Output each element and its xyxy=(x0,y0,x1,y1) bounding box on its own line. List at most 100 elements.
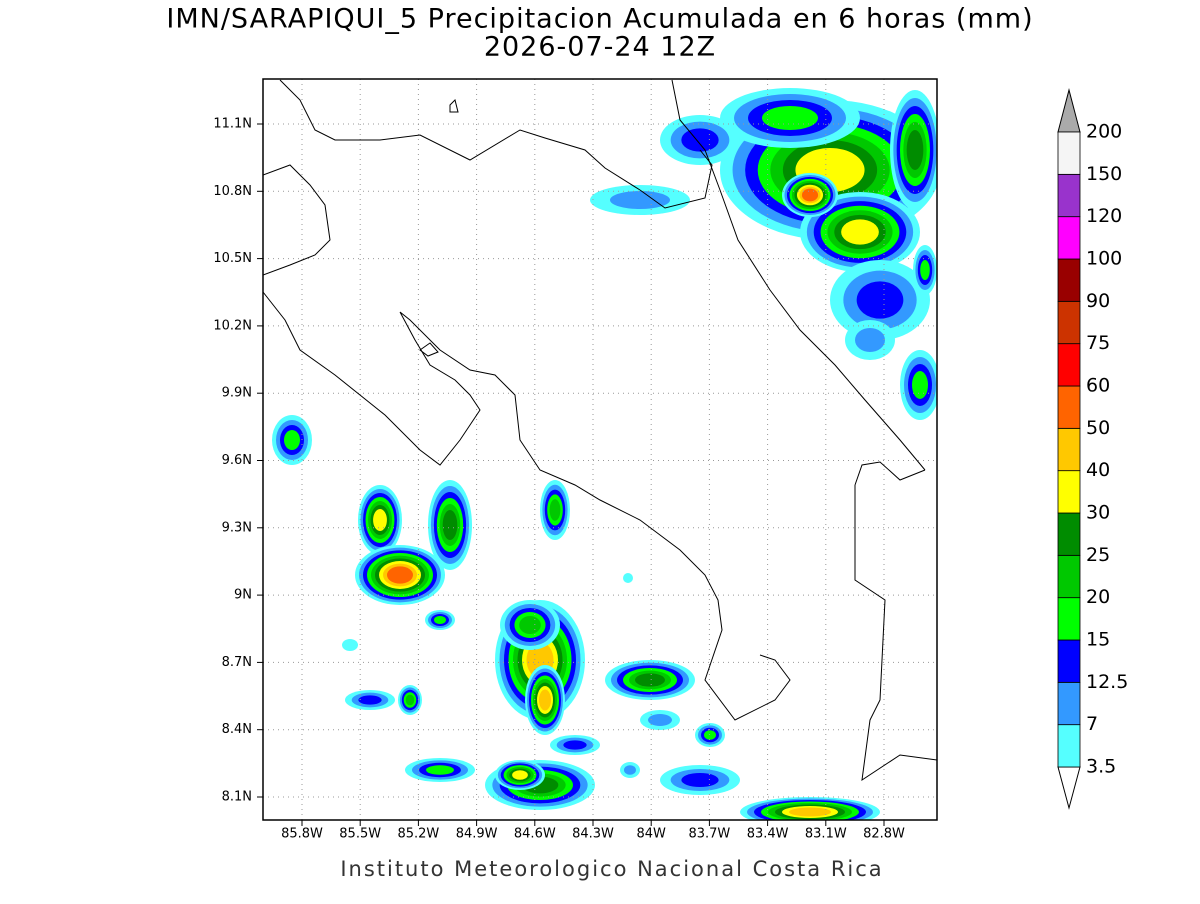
colorbar-box xyxy=(1057,216,1081,260)
colorbar-box xyxy=(1057,724,1081,768)
lat-label: 10.2N xyxy=(213,318,252,333)
precip-contour xyxy=(920,260,930,280)
colorbar-label: 90 xyxy=(1086,290,1110,312)
colorbar-box xyxy=(1057,470,1081,514)
lon-label: 85.2W xyxy=(397,827,439,842)
precip-contour xyxy=(610,191,670,209)
precipitation-field xyxy=(272,88,937,820)
colorbar-label: 50 xyxy=(1086,417,1110,439)
precip-contour xyxy=(426,765,454,775)
colorbar-label: 100 xyxy=(1086,248,1122,270)
precip-contour xyxy=(855,328,885,352)
colorbar-label: 150 xyxy=(1086,163,1122,185)
colorbar-box xyxy=(1057,427,1081,472)
precip-contour xyxy=(434,616,446,624)
precip-contour xyxy=(358,695,382,705)
lat-label: 8.7N xyxy=(222,655,252,670)
lon-label: 84.6W xyxy=(514,827,556,842)
colorbar-box xyxy=(1057,512,1081,556)
precip-contour xyxy=(387,566,413,584)
colorbar-under xyxy=(1057,766,1081,810)
precip-contour xyxy=(841,219,879,245)
colorbar-box xyxy=(1057,554,1081,599)
colorbar-box xyxy=(1057,597,1081,641)
coastline xyxy=(263,164,331,276)
lon-label: 85.8W xyxy=(281,827,323,842)
colorbar-label: 3.5 xyxy=(1086,756,1116,778)
lon-label: 83.1W xyxy=(805,827,847,842)
precip-contour xyxy=(284,430,300,450)
precip-contour xyxy=(801,188,819,202)
colorbar-label: 15 xyxy=(1086,629,1110,651)
colorbar-label: 75 xyxy=(1086,332,1110,354)
lat-label: 10.8N xyxy=(213,184,252,199)
colorbar-label: 20 xyxy=(1086,586,1110,608)
lon-label: 84.3W xyxy=(572,827,614,842)
footer: Instituto Meteorologico Nacional Costa R… xyxy=(340,857,883,881)
colorbar-label: 40 xyxy=(1086,459,1110,481)
colorbar: 3.5 7 12.5 15 20 25 30 40 50 60 75 90 100 120 150 200 xyxy=(1057,88,1128,810)
coastline xyxy=(419,99,459,357)
coastline xyxy=(263,291,791,721)
precip-contour xyxy=(539,689,551,711)
lat-label: 9.9N xyxy=(222,386,252,401)
lat-label: 9.3N xyxy=(222,520,252,535)
lon-label: 85.5W xyxy=(339,827,381,842)
colorbar-box xyxy=(1057,300,1081,345)
colorbar-label: 12.5 xyxy=(1086,671,1128,693)
precip-contour xyxy=(405,694,415,706)
precip-contour xyxy=(563,740,587,750)
lon-label: 82.8W xyxy=(863,827,905,842)
lat-label: 9.6N xyxy=(222,453,252,468)
precip-contour xyxy=(912,371,928,399)
colorbar-box xyxy=(1057,258,1081,302)
colorbar-label: 120 xyxy=(1086,205,1122,227)
lat-label: 11.1N xyxy=(213,117,252,132)
lon-label: 83.7W xyxy=(688,827,730,842)
colorbar-over xyxy=(1057,88,1081,133)
precip-contour xyxy=(635,673,665,687)
colorbar-label: 7 xyxy=(1086,713,1098,735)
coastline xyxy=(671,79,926,471)
precip-contour xyxy=(704,730,716,740)
lon-label: 84W xyxy=(636,827,666,842)
lat-label: 8.1N xyxy=(222,790,252,805)
lon-label: 84.9W xyxy=(456,827,498,842)
precip-contour xyxy=(856,281,904,319)
title: IMN/SARAPIQUI_5 Precipitacion Acumulada … xyxy=(166,4,1033,35)
colorbar-box xyxy=(1057,173,1081,218)
colorbar-box xyxy=(1057,343,1081,387)
lat-label: 10.5N xyxy=(213,251,252,266)
precip-contour xyxy=(762,106,818,130)
map-frame xyxy=(262,78,938,821)
colorbar-label: 25 xyxy=(1086,544,1110,566)
colorbar-label: 60 xyxy=(1086,375,1110,397)
colorbar-label: 30 xyxy=(1086,502,1110,524)
coastline xyxy=(854,461,937,782)
colorbar-box xyxy=(1057,639,1081,683)
precip-contour xyxy=(342,639,358,651)
precip-contour xyxy=(906,130,924,170)
coastlines xyxy=(263,79,937,782)
coastline xyxy=(279,79,713,209)
precip-contour xyxy=(624,765,636,775)
precip-contour xyxy=(623,573,633,583)
colorbar-box xyxy=(1057,681,1081,726)
lat-label: 8.4N xyxy=(222,722,252,737)
lon-label: 83.4W xyxy=(747,827,789,842)
precip-contour xyxy=(789,807,831,817)
colorbar-box xyxy=(1057,385,1081,429)
subtitle: 2026-07-24 12Z xyxy=(484,32,716,63)
grid xyxy=(257,79,937,826)
precip-contour xyxy=(512,770,528,780)
precip-contour xyxy=(549,499,561,521)
lat-label: 9N xyxy=(234,588,252,603)
precip-contour xyxy=(373,509,387,531)
precip-contour xyxy=(681,773,719,787)
colorbar-box xyxy=(1057,131,1081,175)
precip-contour xyxy=(442,510,458,540)
precip-contour xyxy=(681,128,719,152)
precip-contour xyxy=(519,616,541,634)
colorbar-label: 200 xyxy=(1086,121,1122,143)
